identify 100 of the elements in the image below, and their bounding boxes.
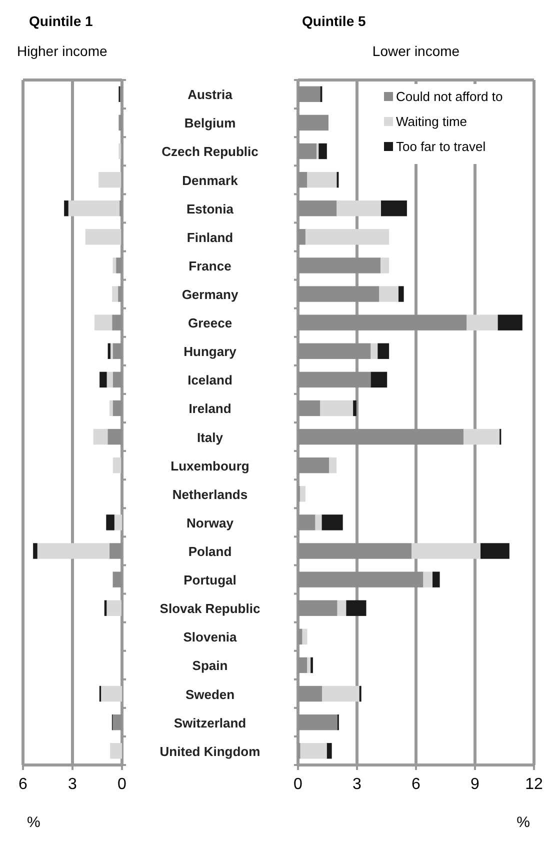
bar xyxy=(298,457,330,474)
bar xyxy=(423,572,433,588)
bar xyxy=(322,514,343,530)
bar xyxy=(112,372,122,388)
bar xyxy=(298,600,338,616)
bar xyxy=(109,543,122,559)
y-tick-label: Portugal xyxy=(184,572,236,588)
bar xyxy=(326,743,332,759)
bar xyxy=(33,543,38,559)
bar xyxy=(298,686,322,702)
bar xyxy=(112,572,122,588)
bar xyxy=(93,428,108,445)
x-axis-title: % xyxy=(516,814,530,831)
bar xyxy=(112,258,116,274)
y-tick-label: Slovenia xyxy=(183,630,238,645)
bar xyxy=(94,314,112,330)
y-tick-label: France xyxy=(188,258,232,274)
bar xyxy=(116,258,122,274)
bar xyxy=(380,258,390,274)
bar xyxy=(378,343,390,359)
y-tick-label: Hungary xyxy=(184,344,238,360)
bar xyxy=(298,428,464,445)
y-tick-label: Ireland xyxy=(188,401,232,416)
bar xyxy=(466,314,498,330)
x-tick-label: 6 xyxy=(412,776,421,793)
bar xyxy=(353,400,356,416)
bar xyxy=(112,457,122,474)
bar xyxy=(412,543,481,559)
bar xyxy=(64,200,68,216)
y-tick-label: Estonia xyxy=(186,201,234,216)
legend-label: Too far to travel xyxy=(396,139,486,154)
y-tick-label: Greece xyxy=(188,316,232,331)
bar xyxy=(480,543,510,559)
bar xyxy=(302,628,308,645)
x-axis-title: % xyxy=(27,814,40,831)
bar xyxy=(322,686,360,702)
chart-title: Quintile 1 xyxy=(29,13,93,29)
bar xyxy=(108,428,122,445)
bar xyxy=(106,372,113,388)
bar xyxy=(336,200,381,216)
bar xyxy=(118,286,122,302)
bar xyxy=(307,657,311,674)
bar xyxy=(498,314,522,330)
bar xyxy=(298,86,320,102)
legend-label: Waiting time xyxy=(396,114,468,129)
y-tick-label: Finland xyxy=(186,230,234,245)
y-tick-label: Italy xyxy=(196,430,224,445)
y-tick-label: Slovak Republic xyxy=(160,601,260,616)
bar xyxy=(398,286,404,302)
y-tick-label: Austria xyxy=(188,87,234,102)
bar xyxy=(112,286,118,302)
y-tick-label: Spain xyxy=(192,658,228,674)
bar xyxy=(298,372,371,388)
bar xyxy=(464,428,500,445)
bar xyxy=(298,400,320,416)
bar xyxy=(298,657,308,674)
bar xyxy=(108,343,110,359)
chart-subtitle: Lower income xyxy=(372,43,460,59)
y-tick-label: Germany xyxy=(182,287,239,302)
y-tick-label: Switzerland xyxy=(174,715,246,730)
bar xyxy=(100,372,107,388)
bar xyxy=(37,543,110,559)
bar xyxy=(298,628,302,645)
y-tick-label: Belgium xyxy=(184,116,236,131)
bar xyxy=(315,514,322,530)
x-tick-label: 0 xyxy=(294,776,303,793)
y-tick-label: Sweden xyxy=(185,686,235,702)
bar xyxy=(300,743,327,759)
bar xyxy=(329,457,337,474)
bar xyxy=(112,314,122,330)
chart-subtitle: Higher income xyxy=(17,43,108,59)
bar xyxy=(298,258,381,274)
bar xyxy=(305,229,390,245)
bar xyxy=(318,143,327,160)
bar xyxy=(112,400,122,416)
bar xyxy=(298,314,467,330)
bar xyxy=(68,200,120,216)
y-tick-label: Netherlands xyxy=(172,486,248,502)
y-tick-label: United Kingdom xyxy=(160,744,260,759)
bar xyxy=(380,200,407,216)
bar xyxy=(298,343,371,359)
bar xyxy=(346,600,366,616)
bar xyxy=(118,143,122,160)
bar xyxy=(432,572,440,588)
bar xyxy=(298,714,338,730)
bar xyxy=(300,486,306,502)
bar xyxy=(370,343,378,359)
y-tick-label: Luxembourg xyxy=(170,458,250,474)
x-tick-label: 9 xyxy=(470,776,480,793)
chart-title: Quintile 5 xyxy=(302,13,366,29)
bar xyxy=(307,172,337,188)
bar xyxy=(298,172,308,188)
bar xyxy=(298,514,316,530)
bar xyxy=(110,343,113,359)
y-tick-label: Iceland xyxy=(188,372,232,388)
y-tick-label: Denmark xyxy=(182,172,239,188)
x-tick-label: 0 xyxy=(118,776,127,793)
bar xyxy=(112,714,122,730)
bar xyxy=(298,543,412,559)
bar xyxy=(118,114,122,131)
